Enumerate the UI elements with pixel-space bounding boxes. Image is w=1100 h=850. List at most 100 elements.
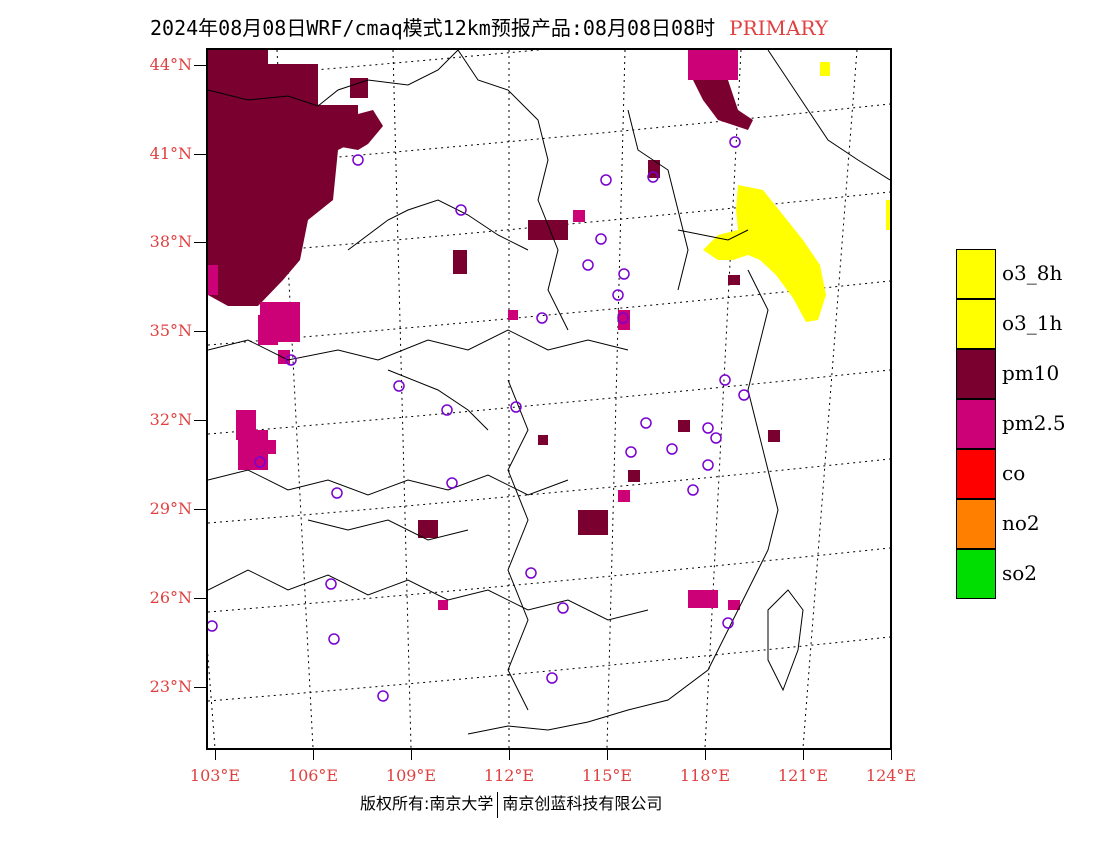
lat-tick: [194, 154, 206, 155]
pm10-patch: [578, 510, 608, 535]
station-marker: [328, 633, 340, 645]
o3-patch: [820, 62, 830, 76]
pm10-patch: [528, 220, 568, 240]
parallel-line: [207, 636, 891, 702]
lon-tick: [705, 750, 706, 760]
forecast-map: [160, 14, 892, 750]
station-marker: [710, 432, 722, 444]
lat-label: 44°N: [149, 55, 192, 74]
station-marker: [352, 154, 364, 166]
station-marker: [617, 312, 629, 324]
legend-swatch: [956, 349, 996, 399]
station-marker: [666, 443, 678, 455]
station-marker: [722, 617, 734, 629]
meridian-line: [392, 49, 412, 749]
lon-label: 121°E: [777, 766, 829, 785]
legend-swatch: [956, 499, 996, 549]
lat-tick: [194, 687, 206, 688]
lon-tick: [891, 750, 892, 760]
station-marker: [393, 380, 405, 392]
pm10-patch: [628, 470, 640, 482]
lon-label: 115°E: [581, 766, 633, 785]
boundary-line: [677, 229, 749, 241]
station-marker: [687, 484, 699, 496]
pm25-patch: [573, 210, 585, 222]
lat-tick: [194, 331, 206, 332]
pollution-regions: [208, 50, 890, 610]
pm10-patch: [768, 430, 780, 442]
pm25-patch: [618, 490, 630, 502]
legend-swatch: [956, 399, 996, 449]
legend-label: o3_8h: [1002, 261, 1063, 285]
lon-label: 109°E: [385, 766, 437, 785]
pm10-patch: [418, 520, 438, 538]
pm25-patch: [438, 600, 448, 610]
boundary-line: [207, 569, 649, 621]
boundary-line: [507, 379, 529, 711]
pm25-patch: [688, 50, 738, 80]
graticule: [160, 14, 891, 749]
lon-label: 124°E: [865, 766, 917, 785]
lon-tick: [607, 750, 608, 760]
boundary-line: [767, 589, 804, 692]
lat-tick: [194, 509, 206, 510]
lat-label: 38°N: [149, 232, 192, 251]
footer-company: 南京创蓝科技有限公司: [502, 794, 663, 813]
boundary-line: [347, 199, 529, 251]
parallel-line: [207, 191, 891, 257]
station-marker: [285, 354, 297, 366]
station-markers: [206, 136, 750, 702]
lat-label: 32°N: [149, 410, 192, 429]
lon-label: 103°E: [189, 766, 241, 785]
legend-label: so2: [1002, 561, 1038, 585]
lon-tick: [215, 750, 216, 760]
station-marker: [719, 374, 731, 386]
lon-tick: [509, 750, 510, 760]
station-marker: [206, 620, 218, 632]
station-marker: [702, 459, 714, 471]
lon-tick: [411, 750, 412, 760]
parallel-line: [207, 547, 891, 613]
boundary-line: [457, 49, 569, 331]
legend-label: no2: [1002, 511, 1040, 535]
station-marker: [331, 487, 343, 499]
lon-tick: [803, 750, 804, 760]
lon-label: 118°E: [679, 766, 731, 785]
boundary-line: [627, 109, 689, 291]
lon-label: 112°E: [483, 766, 535, 785]
pm10-patch: [350, 78, 368, 98]
parallel-line: [207, 280, 891, 346]
station-marker: [254, 456, 266, 468]
station-marker: [446, 477, 458, 489]
legend-swatch: [956, 249, 996, 299]
boundary-line: [467, 269, 779, 735]
pm10-patch: [678, 420, 690, 432]
station-marker: [612, 289, 624, 301]
pm10-patch: [693, 80, 753, 130]
lat-tick: [194, 420, 206, 421]
lat-tick: [194, 598, 206, 599]
o3-region: [703, 185, 826, 322]
boundary-line: [207, 49, 459, 107]
parallel-line: [207, 458, 891, 524]
pm10-patch: [538, 435, 548, 445]
lon-tick: [313, 750, 314, 760]
footer-separator: [497, 791, 499, 818]
lat-label: 35°N: [149, 321, 192, 340]
pm25-patch: [278, 350, 290, 364]
pm10-region: [208, 50, 358, 306]
boundary-lines: [207, 49, 891, 735]
boundary-line: [387, 369, 489, 431]
legend-label: pm2.5: [1002, 411, 1066, 435]
station-marker: [582, 259, 594, 271]
meridian-line: [276, 49, 314, 749]
lat-label: 41°N: [149, 144, 192, 163]
pm25-patch: [268, 328, 288, 342]
station-marker: [536, 312, 548, 324]
station-marker: [702, 422, 714, 434]
legend-swatch: [956, 299, 996, 349]
station-marker: [510, 401, 522, 413]
station-marker: [455, 204, 467, 216]
pm25-patch: [688, 590, 718, 608]
page-title: 2024年08月08日WRF/cmaq模式12km预报产品:08月08日08时 P…: [150, 12, 1000, 41]
